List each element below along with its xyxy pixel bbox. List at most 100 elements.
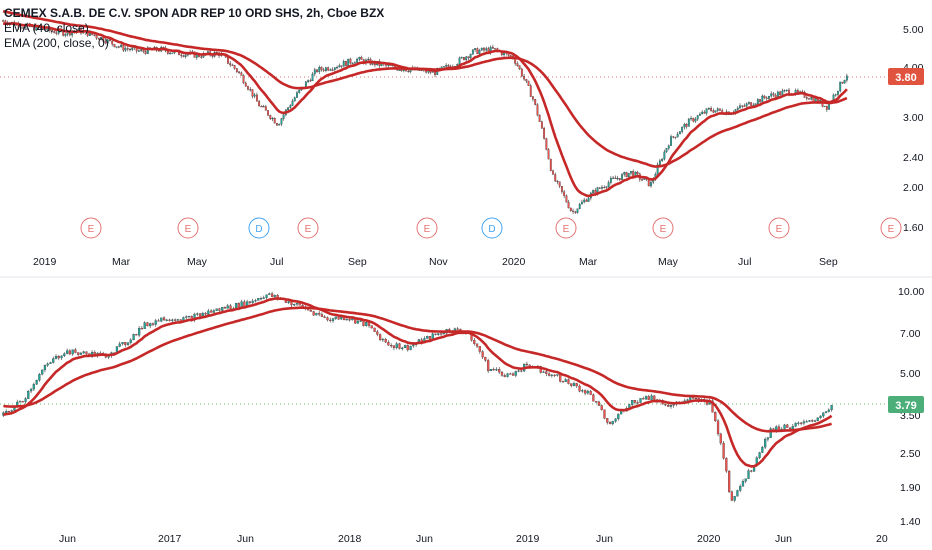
candle-up: [118, 343, 121, 347]
candle-down: [703, 111, 706, 114]
candle-down: [540, 121, 543, 129]
last-price-badge-bottom: 3.79: [888, 396, 924, 413]
candle-down: [264, 106, 267, 111]
candle-down: [218, 308, 221, 311]
candle-down: [725, 458, 728, 472]
earnings-marker[interactable]: E: [555, 217, 577, 239]
candle-up: [747, 102, 750, 104]
candle-up: [129, 339, 132, 343]
candle-down: [329, 319, 332, 321]
y-tick: 1.60: [903, 222, 924, 234]
candle-down: [606, 418, 609, 423]
candle-down: [487, 360, 490, 372]
candle-up: [315, 312, 318, 316]
candle-down: [362, 320, 365, 326]
candle-down: [578, 385, 581, 392]
candle-down: [53, 31, 56, 34]
candle-up: [656, 164, 659, 175]
candle-up: [398, 69, 401, 71]
candle-up: [265, 294, 268, 298]
candle-down: [608, 422, 612, 425]
candle-down: [229, 63, 232, 66]
candle-up: [485, 48, 488, 51]
event-circle: [481, 217, 503, 239]
event-circle: [248, 217, 270, 239]
candle-down: [691, 397, 695, 399]
earnings-marker[interactable]: E: [416, 217, 438, 239]
candle-down: [750, 470, 753, 472]
candle-up: [614, 418, 617, 422]
candle-up: [403, 345, 407, 349]
candle-up: [137, 328, 141, 336]
candle-down: [534, 99, 537, 105]
candle-down: [251, 89, 254, 97]
candle-up: [550, 374, 553, 376]
candle-down: [200, 56, 203, 58]
candle-down: [583, 390, 587, 394]
top-x-axis: 2019 Mar May Jul Sep Nov 2020 Mar May Ju…: [33, 256, 838, 268]
candle-down: [93, 34, 96, 36]
candle-up: [474, 48, 477, 50]
candle-up: [761, 95, 764, 102]
earnings-marker[interactable]: E: [297, 217, 319, 239]
candle-up: [639, 398, 642, 403]
candle-up: [356, 59, 359, 63]
candle-up: [254, 300, 257, 302]
candle-up: [630, 171, 632, 174]
candle-up: [259, 298, 263, 300]
candle-up: [739, 486, 742, 491]
dividend-marker[interactable]: D: [248, 217, 270, 239]
candle-up: [564, 379, 567, 383]
candle-down: [808, 98, 810, 100]
candle-down: [796, 89, 799, 93]
candle-up: [79, 352, 83, 355]
candle-down: [549, 158, 552, 171]
candle-up: [489, 369, 493, 372]
y-tick: 5.00: [903, 24, 924, 36]
candle-down: [44, 29, 47, 31]
candle-down: [714, 412, 717, 422]
x-tick: Jun: [237, 533, 254, 545]
candle-down: [710, 108, 713, 111]
candle-down: [140, 328, 144, 330]
candle-up: [460, 57, 463, 59]
candle-down: [243, 301, 246, 307]
earnings-marker[interactable]: E: [80, 217, 102, 239]
candle-down: [146, 322, 149, 327]
candle-down: [237, 303, 240, 308]
candle-down: [122, 44, 125, 51]
candle-up: [54, 355, 58, 359]
candle-up: [736, 107, 739, 110]
candle-down: [511, 373, 515, 376]
candle-down: [841, 81, 844, 84]
event-label: E: [305, 224, 312, 235]
candle-up: [810, 97, 813, 100]
candle-up: [64, 33, 67, 36]
candle-down: [320, 314, 324, 317]
candle-up: [262, 297, 265, 299]
earnings-marker[interactable]: E: [177, 217, 199, 239]
candle-down: [2, 20, 5, 22]
candle-down: [249, 89, 252, 91]
earnings-marker[interactable]: E: [652, 217, 674, 239]
candle-up: [669, 405, 673, 407]
candle-up: [442, 333, 445, 335]
candle-up: [65, 350, 69, 354]
candle-down: [667, 404, 670, 407]
candle-down: [560, 186, 563, 192]
candle-up: [650, 182, 652, 187]
earnings-marker[interactable]: E: [880, 217, 902, 239]
candle-down: [97, 37, 100, 40]
candle-down: [309, 80, 312, 82]
candle-down: [547, 373, 551, 376]
candle-down: [376, 331, 379, 335]
candle-down: [309, 310, 312, 312]
dividend-marker[interactable]: D: [481, 217, 503, 239]
earnings-marker[interactable]: E: [768, 217, 790, 239]
ema-slow-line: [2, 9, 848, 168]
candle-up: [287, 301, 290, 303]
candle-up: [556, 374, 559, 376]
candle-up: [830, 405, 833, 411]
candle-up: [764, 439, 767, 448]
